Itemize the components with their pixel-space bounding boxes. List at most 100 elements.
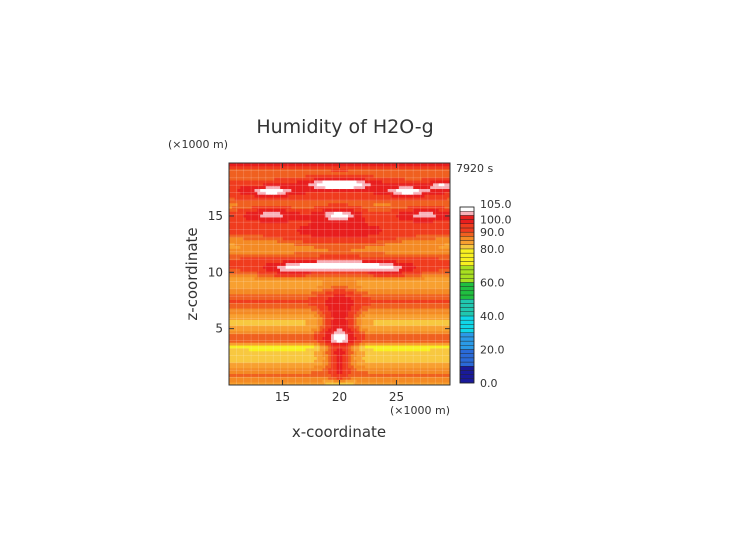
field-cell: [342, 313, 346, 318]
field-cell: [342, 373, 346, 377]
field-cell: [401, 376, 406, 380]
field-cell: [316, 376, 321, 380]
field-cell: [263, 219, 267, 224]
field-cell: [274, 359, 278, 363]
field-cell: [282, 305, 287, 309]
field-cell: [316, 211, 321, 215]
field-cell: [379, 291, 383, 295]
field-cell: [373, 262, 377, 266]
field-cell: [376, 288, 380, 292]
field-cell: [260, 336, 264, 340]
field-cell: [401, 254, 406, 258]
field-cell: [282, 308, 287, 312]
field-cell: [348, 376, 352, 380]
field-cell: [291, 234, 295, 238]
field-cell: [410, 293, 414, 298]
field-cell: [305, 217, 309, 221]
field-cell: [410, 316, 414, 320]
field-cell: [376, 325, 380, 329]
field-cell: [319, 239, 323, 244]
field-cell: [365, 211, 369, 215]
field-cell: [441, 231, 445, 235]
field-cell: [263, 245, 267, 249]
field-cell: [280, 293, 284, 298]
field-cell: [387, 276, 391, 281]
field-cell: [271, 365, 275, 369]
field-cell: [229, 333, 233, 338]
field-cell: [288, 311, 292, 315]
field-cell: [280, 222, 284, 227]
field-cell: [260, 219, 264, 224]
field-cell: [413, 205, 417, 209]
field-cell: [433, 222, 437, 227]
field-cell: [430, 205, 434, 209]
field-cell: [373, 308, 377, 312]
field-cell: [294, 362, 298, 366]
field-cell: [229, 219, 233, 224]
field-cell: [356, 328, 360, 332]
field-cell: [404, 322, 408, 326]
field-cell: [308, 234, 312, 238]
field-cell: [367, 228, 372, 232]
field-cell: [350, 322, 355, 326]
field-cell: [277, 282, 281, 286]
field-cell: [243, 222, 247, 227]
field-cell: [350, 205, 355, 209]
field-cell: [248, 373, 253, 377]
field-cell: [382, 276, 386, 281]
field-cell: [248, 265, 253, 269]
field-cell: [416, 245, 420, 249]
field-cell: [444, 234, 448, 238]
field-cell: [277, 239, 281, 244]
field-cell: [237, 336, 241, 340]
field-cell: [257, 234, 261, 238]
field-cell: [444, 228, 448, 232]
field-cell: [319, 282, 323, 286]
field-cell: [291, 353, 295, 357]
field-cell: [271, 313, 275, 318]
field-cell: [387, 293, 391, 298]
field-cell: [387, 376, 391, 380]
field-cell: [254, 305, 258, 309]
field-cell: [285, 328, 289, 332]
field-cell: [353, 217, 357, 221]
field-cell: [248, 316, 253, 320]
field-cell: [265, 205, 270, 209]
field-cell: [285, 311, 289, 315]
field-cell: [336, 345, 340, 349]
field-cell: [447, 202, 450, 207]
field-cell: [280, 242, 284, 246]
field-cell: [393, 362, 397, 366]
field-cell: [418, 276, 423, 281]
field-cell: [384, 219, 389, 224]
field-cell: [339, 262, 343, 266]
field-cell: [328, 316, 332, 320]
field-cell: [319, 208, 323, 212]
field-cell: [277, 251, 281, 255]
field-cell: [362, 362, 366, 366]
field-cell: [305, 350, 309, 355]
field-cell: [311, 345, 315, 349]
field-cell: [282, 282, 287, 286]
field-cell: [308, 282, 312, 286]
field-cell: [382, 211, 386, 215]
field-cell: [237, 345, 241, 349]
field-cell: [447, 231, 450, 235]
field-cell: [325, 353, 329, 357]
field-cell: [407, 222, 411, 227]
field-cell: [427, 356, 431, 360]
field-cell: [331, 276, 335, 281]
field-cell: [435, 222, 440, 227]
field-cell: [413, 379, 417, 383]
field-cell: [438, 231, 442, 235]
field-cell: [438, 211, 442, 215]
field-cell: [243, 342, 247, 346]
field-cell: [387, 305, 391, 309]
field-cell: [441, 348, 445, 352]
field-cell: [435, 239, 440, 244]
field-cell: [421, 293, 425, 298]
field-cell: [260, 365, 264, 369]
field-cell: [370, 342, 374, 346]
field-cell: [231, 254, 236, 258]
field-cell: [404, 231, 408, 235]
